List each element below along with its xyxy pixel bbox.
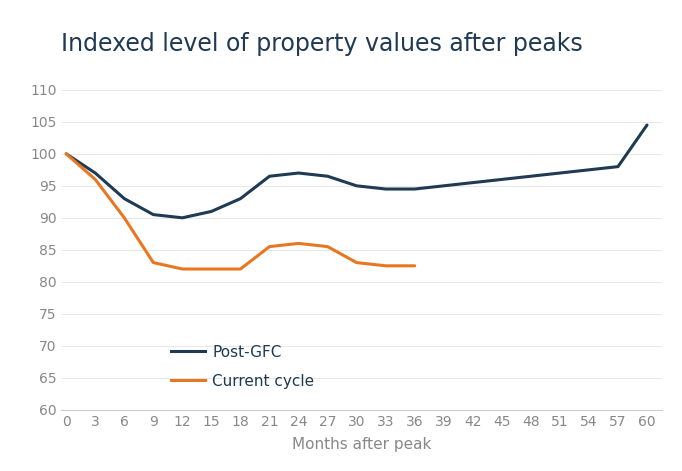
Post-GFC bbox=[237, 196, 245, 202]
Post-GFC bbox=[207, 209, 216, 214]
Current cycle bbox=[62, 151, 70, 157]
Post-GFC bbox=[643, 122, 651, 128]
Post-GFC bbox=[440, 183, 448, 189]
Post-GFC bbox=[469, 180, 477, 186]
Current cycle bbox=[381, 263, 389, 268]
Post-GFC bbox=[120, 196, 128, 202]
Current cycle bbox=[265, 244, 273, 250]
Post-GFC bbox=[585, 167, 593, 173]
Post-GFC bbox=[498, 177, 506, 182]
Current cycle bbox=[323, 244, 331, 250]
Post-GFC bbox=[265, 173, 273, 179]
Post-GFC bbox=[527, 173, 535, 179]
Current cycle bbox=[178, 266, 186, 272]
Legend: Post-GFC, Current cycle: Post-GFC, Current cycle bbox=[171, 345, 314, 389]
Current cycle bbox=[149, 260, 158, 266]
Post-GFC bbox=[62, 151, 70, 157]
Line: Current cycle: Current cycle bbox=[66, 154, 415, 269]
Post-GFC bbox=[295, 170, 303, 176]
Current cycle bbox=[353, 260, 361, 266]
Current cycle bbox=[295, 241, 303, 246]
Text: Indexed level of property values after peaks: Indexed level of property values after p… bbox=[61, 32, 583, 56]
Post-GFC bbox=[149, 212, 158, 218]
Post-GFC bbox=[556, 170, 564, 176]
Current cycle bbox=[120, 215, 128, 220]
Post-GFC bbox=[91, 170, 100, 176]
Post-GFC bbox=[323, 173, 331, 179]
Current cycle bbox=[207, 266, 216, 272]
Current cycle bbox=[237, 266, 245, 272]
X-axis label: Months after peak: Months after peak bbox=[292, 437, 431, 452]
Current cycle bbox=[91, 177, 100, 182]
Post-GFC bbox=[353, 183, 361, 189]
Post-GFC bbox=[381, 186, 389, 192]
Post-GFC bbox=[178, 215, 186, 220]
Post-GFC bbox=[411, 186, 419, 192]
Line: Post-GFC: Post-GFC bbox=[66, 125, 647, 218]
Post-GFC bbox=[614, 164, 622, 170]
Current cycle bbox=[411, 263, 419, 268]
